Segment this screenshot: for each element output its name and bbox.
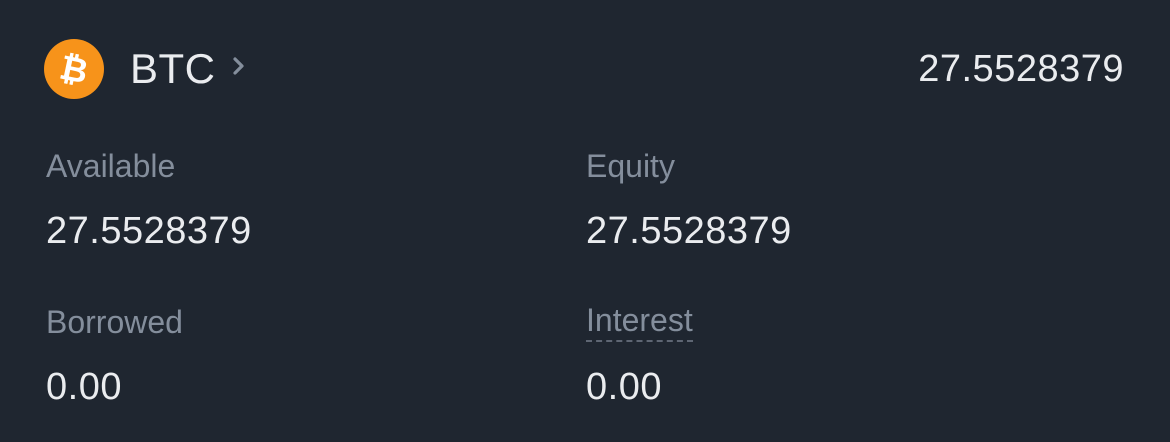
- asset-symbol: BTC: [130, 45, 216, 92]
- asset-total-balance: 27.5528379: [918, 47, 1124, 90]
- asset-header: ₿ BTC 27.5528379: [44, 38, 1124, 100]
- interest-field: Interest 0.00: [586, 302, 693, 410]
- asset-link[interactable]: ₿ BTC: [44, 39, 248, 99]
- interest-value: 0.00: [586, 366, 662, 408]
- interest-label-tooltip[interactable]: Interest: [586, 302, 693, 342]
- bitcoin-icon: ₿: [44, 39, 104, 99]
- available-label: Available: [46, 148, 176, 184]
- equity-label: Equity: [586, 148, 675, 184]
- borrowed-value: 0.00: [46, 366, 122, 408]
- equity-field: Equity 27.5528379: [586, 146, 792, 254]
- borrowed-label: Borrowed: [46, 304, 183, 340]
- available-field: Available 27.5528379: [46, 146, 252, 254]
- borrowed-field: Borrowed 0.00: [46, 302, 183, 410]
- available-value: 27.5528379: [46, 210, 252, 252]
- chevron-right-icon: [232, 57, 244, 75]
- equity-value: 27.5528379: [586, 210, 792, 252]
